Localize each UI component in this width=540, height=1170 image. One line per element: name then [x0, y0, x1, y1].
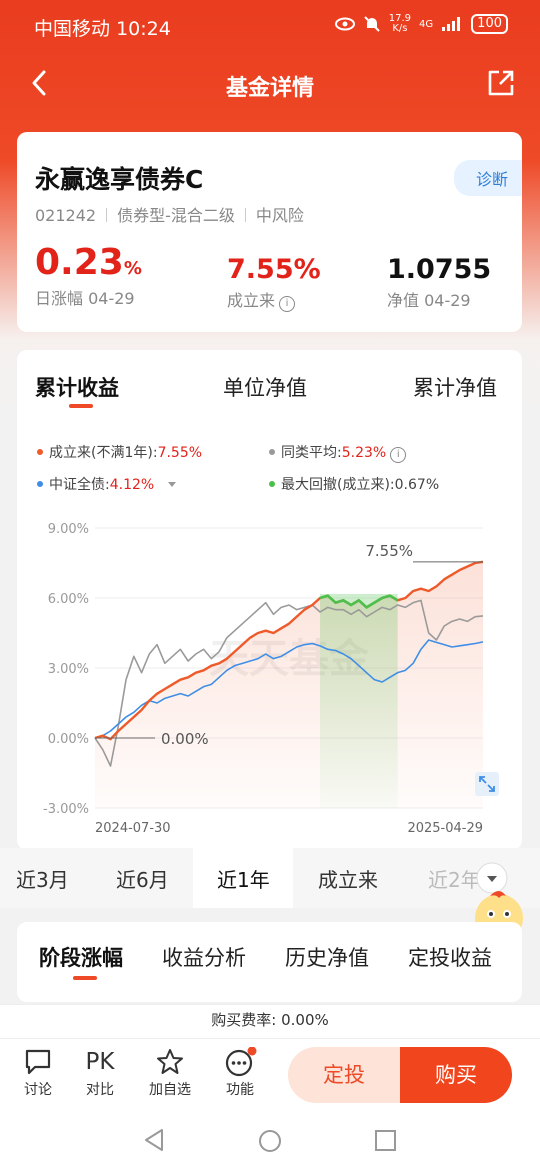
net-speed: 17.9 K/s [388, 13, 412, 34]
bottom-action-bar: 讨论 PK 对比 加自选 功能 定投 购买 [0, 1038, 540, 1111]
period-1y[interactable]: 近1年 [217, 868, 270, 892]
fee-label: 购买费率: [211, 1011, 277, 1029]
drawdown-line [319, 594, 399, 609]
x-start-label: 2024-07-30 [95, 821, 171, 836]
period-since-inception[interactable]: 成立来 [318, 868, 378, 892]
nav-bar: 基金详情 [0, 56, 540, 112]
x-end-label: 2025-04-29 [407, 821, 483, 836]
legend-drawdown: 最大回撤(成立来):0.67% [269, 474, 439, 494]
carrier: 中国移动 10:24 [34, 14, 171, 41]
period-6m[interactable]: 近6月 [116, 868, 169, 892]
return-chart[interactable]: 9.00%6.00%3.00%0.00%-3.00%天天基金7.55%0.00%… [17, 350, 522, 850]
mute-bell-icon [364, 16, 380, 32]
dropdown-caret-icon[interactable] [167, 481, 177, 489]
tab-stage-returns[interactable]: 阶段涨幅 [39, 946, 123, 970]
nav-value: 1.0755 [387, 254, 492, 285]
sys-home-icon[interactable] [257, 1128, 283, 1154]
since-inception-value: 7.55% [227, 254, 321, 285]
tab-return-analysis[interactable]: 收益分析 [162, 946, 246, 970]
tab-underline [69, 404, 93, 408]
daily-change-stat: 0.23% 日涨幅 04-29 [35, 242, 142, 309]
compare-button[interactable]: PK 对比 [70, 1047, 130, 1099]
purchase-fee: 购买费率: 0.00% [0, 1004, 540, 1039]
network-type: 4G [419, 18, 434, 30]
period-2y[interactable]: 近2年 [428, 868, 481, 892]
fee-value: 0.00% [281, 1011, 329, 1029]
legend-fund: 成立来(不满1年):7.55% [37, 442, 202, 462]
analysis-tabs-card: 阶段涨幅 收益分析 历史净值 定投收益 [17, 922, 522, 1002]
fund-code: 021242 [35, 206, 97, 225]
since-inception-label: 成立来 [227, 291, 276, 310]
y-tick-label: 9.00% [48, 522, 89, 537]
end-annotation-label: 7.55% [365, 542, 413, 560]
carrier-name: 中国移动 [34, 18, 111, 40]
performance-chart-card: 累计收益 单位净值 累计净值 成立来(不满1年):7.55% 同类平均:5.23… [17, 350, 522, 850]
battery-icon: 100 [471, 14, 508, 34]
tab-cumulative-return[interactable]: 累计收益 [35, 376, 119, 400]
since-inception-stat: 7.55% 成立来 i [227, 254, 321, 312]
fund-type: 债券型-混合二级 [117, 206, 235, 225]
nav-stat: 1.0755 净值 04-29 [387, 254, 491, 311]
fund-area [95, 561, 483, 808]
index-line [94, 639, 484, 739]
back-arrow-icon[interactable] [26, 68, 56, 98]
auto-invest-button[interactable]: 定投 [288, 1047, 400, 1103]
period-selected-bg [193, 848, 293, 908]
y-tick-label: 6.00% [48, 592, 89, 607]
drawdown-band [320, 594, 398, 808]
start-annotation-label: 0.00% [161, 730, 209, 748]
peer-average-line [94, 599, 484, 767]
period-3m[interactable]: 近3月 [16, 868, 69, 892]
y-tick-label: 3.00% [48, 662, 89, 677]
eye-icon [334, 17, 355, 31]
pk-icon: PK [85, 1049, 115, 1075]
tab-unit-nav[interactable]: 单位净值 [223, 376, 307, 400]
page-title: 基金详情 [225, 76, 314, 101]
nav-label: 净值 04-29 [387, 291, 471, 310]
legend-peer: 同类平均:5.23% i [269, 442, 407, 463]
discuss-button[interactable]: 讨论 [8, 1047, 68, 1099]
daily-change-value: 0.23 [35, 242, 124, 283]
fullscreen-icon[interactable] [475, 772, 499, 796]
analysis-tab-underline [73, 976, 97, 980]
tab-history-nav[interactable]: 历史净值 [285, 946, 369, 970]
add-watchlist-button[interactable]: 加自选 [140, 1047, 200, 1099]
fund-meta: 021242 债券型-混合二级 中风险 [35, 202, 304, 226]
diagnose-button[interactable]: 诊断 [453, 160, 522, 196]
expand-periods-icon[interactable] [476, 862, 508, 894]
chat-icon [25, 1049, 51, 1075]
system-nav-bar [0, 1110, 540, 1170]
y-tick-label: -3.00% [43, 802, 89, 817]
fund-risk: 中风险 [255, 206, 304, 225]
fund-line [94, 560, 484, 741]
status-icons: 17.9 K/s 4G 100 [334, 13, 508, 34]
tab-cumulative-nav[interactable]: 累计净值 [413, 376, 497, 400]
status-bar: 中国移动 10:24 17.9 K/s 4G 100 [0, 0, 540, 52]
info-icon[interactable]: i [279, 296, 296, 312]
share-icon[interactable] [486, 68, 516, 98]
daily-change-label: 日涨幅 04-29 [35, 289, 135, 308]
peer-info-icon[interactable]: i [390, 447, 407, 463]
sys-back-icon[interactable] [142, 1128, 166, 1152]
more-icon [225, 1046, 257, 1077]
fund-summary-card: 永赢逸享债券C 诊断 021242 债券型-混合二级 中风险 0.23% 日涨幅 0… [17, 132, 522, 332]
legend-index[interactable]: 中证全债:4.12% [37, 474, 177, 494]
daily-change-unit: % [123, 258, 142, 279]
sys-recent-icon[interactable] [374, 1129, 398, 1153]
clock: 10:24 [116, 18, 171, 40]
star-icon [157, 1049, 183, 1074]
y-tick-label: 0.00% [48, 732, 89, 747]
chart-tabs: 累计收益 单位净值 累计净值 [17, 372, 522, 412]
tab-auto-invest-returns[interactable]: 定投收益 [408, 946, 492, 970]
signal-icon [442, 17, 461, 31]
fund-name: 永赢逸享债券C [35, 165, 204, 194]
period-selector: 近3月 近6月 近1年 成立来 近2年 [0, 848, 540, 908]
features-button[interactable]: 功能 [210, 1046, 270, 1099]
buy-button[interactable]: 购买 [400, 1047, 512, 1103]
